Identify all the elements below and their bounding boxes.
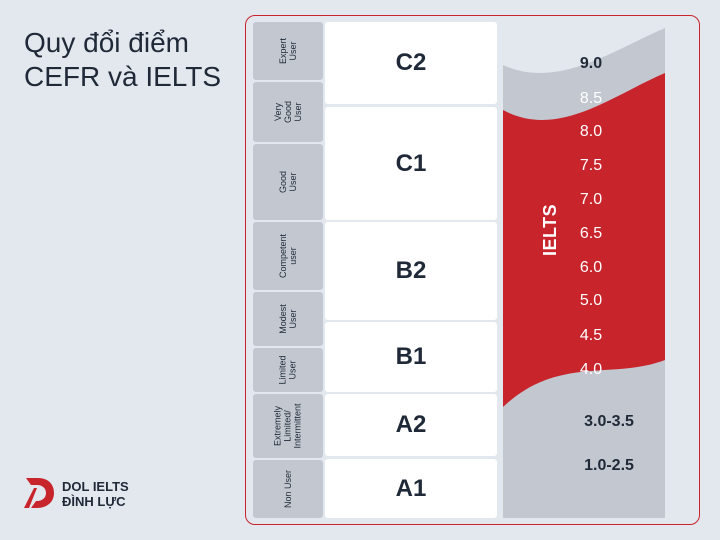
user-label-text: Very Good User [273,100,303,124]
ielts-score: 3.0-3.5 [584,413,634,430]
ielts-score: 7.0 [579,191,603,208]
ielts-score: 8.0 [579,123,603,140]
user-label-text: Limited User [277,355,298,385]
page-title: Quy đổi điểm CEFR và IELTS [24,26,221,94]
ielts-score: 5.0 [579,292,603,309]
dol-logo-icon [24,478,54,508]
user-label-modest: Modest User [253,292,323,346]
user-label-text: Modest User [277,304,298,334]
user-label-text: Extremely Limited/ Intermittent [273,403,303,449]
brand-name: DOL IELTS ĐÌNH LỰC [62,479,129,509]
cefr-level-c1: C1 [325,107,497,220]
user-label-non-user: Non User [253,460,323,518]
ielts-score: 7.5 [579,157,603,174]
ielts-score: 8.5 [579,90,603,107]
user-label-good: Good User [253,144,323,220]
cefr-level-b2: B2 [325,222,497,320]
brand-line-2: ĐÌNH LỰC [62,494,126,509]
user-label-text: Expert User [277,37,298,65]
title-line-1: Quy đổi điểm [24,27,189,58]
cefr-level-a2: A2 [325,394,497,456]
user-label-extremely-limited: Extremely Limited/ Intermittent [253,394,323,458]
user-label-competent: Competent user [253,222,323,290]
title-line-2: CEFR và IELTS [24,61,222,92]
cefr-level-b1: B1 [325,322,497,392]
conversion-table-frame [245,15,700,525]
brand-line-1: DOL IELTS [62,479,129,494]
user-label-expert: Expert User [253,22,323,80]
user-label-limited: Limited User [253,348,323,392]
ielts-score: 1.0-2.5 [584,457,634,474]
ielts-score: 4.0 [579,361,603,378]
ielts-score: 6.5 [579,225,603,242]
cefr-level-a1: A1 [325,459,497,518]
cefr-level-c2: C2 [325,22,497,104]
ielts-score: 6.0 [579,259,603,276]
user-label-very-good: Very Good User [253,82,323,142]
brand-logo: DOL IELTS ĐÌNH LỰC [22,474,162,514]
ribbon-red-band [503,73,665,407]
ielts-score: 9.0 [579,55,603,72]
ielts-ribbon [503,28,665,518]
ielts-score: 4.5 [579,327,603,344]
user-label-text: Good User [278,170,298,194]
user-label-text: Competent user [278,233,298,279]
user-label-text: Non User [282,469,293,509]
